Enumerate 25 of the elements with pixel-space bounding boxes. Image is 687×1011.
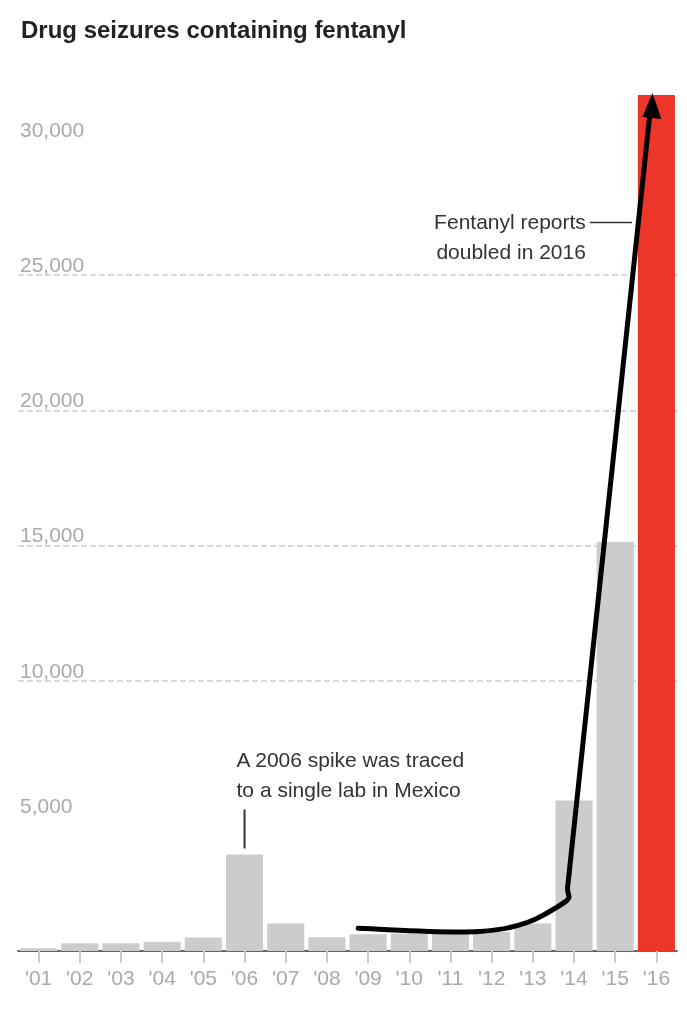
x-tick-label: '02 bbox=[66, 966, 94, 989]
y-tick-label: 15,000 bbox=[20, 523, 85, 547]
x-tick-label: '11 bbox=[437, 966, 464, 989]
chart-title: Drug seizures containing fentanyl bbox=[21, 15, 407, 43]
x-tick-label: '05 bbox=[189, 966, 218, 989]
x-tick-label: '14 bbox=[560, 966, 589, 989]
annotation: A 2006 spike was traced to a single lab in Mexico bbox=[236, 747, 465, 801]
y-tick-label: 25,000 bbox=[20, 253, 85, 277]
x-tick-label: '01 bbox=[24, 966, 53, 989]
x-tick-label: '16 bbox=[642, 966, 671, 989]
y-tick-label: 5,000 bbox=[20, 793, 73, 817]
x-tick-label: '15 bbox=[601, 966, 629, 989]
y-tick-label: 20,000 bbox=[20, 388, 85, 412]
x-tick-label: '08 bbox=[313, 966, 341, 989]
x-tick-label: '04 bbox=[148, 966, 177, 989]
x-tick-label: '10 bbox=[395, 966, 423, 989]
x-tick-label: '06 bbox=[230, 966, 259, 989]
annotation: Fentanyl reports doubled in 2016 bbox=[434, 210, 586, 264]
x-tick-label: '07 bbox=[272, 966, 300, 989]
x-tick-label: '03 bbox=[107, 966, 135, 989]
y-tick-label: 10,000 bbox=[20, 658, 85, 682]
x-tick-label: '13 bbox=[519, 966, 547, 989]
x-tick-label: '09 bbox=[354, 966, 382, 989]
x-tick-label: '12 bbox=[477, 966, 506, 989]
y-tick-label: 30,000 bbox=[20, 117, 85, 141]
